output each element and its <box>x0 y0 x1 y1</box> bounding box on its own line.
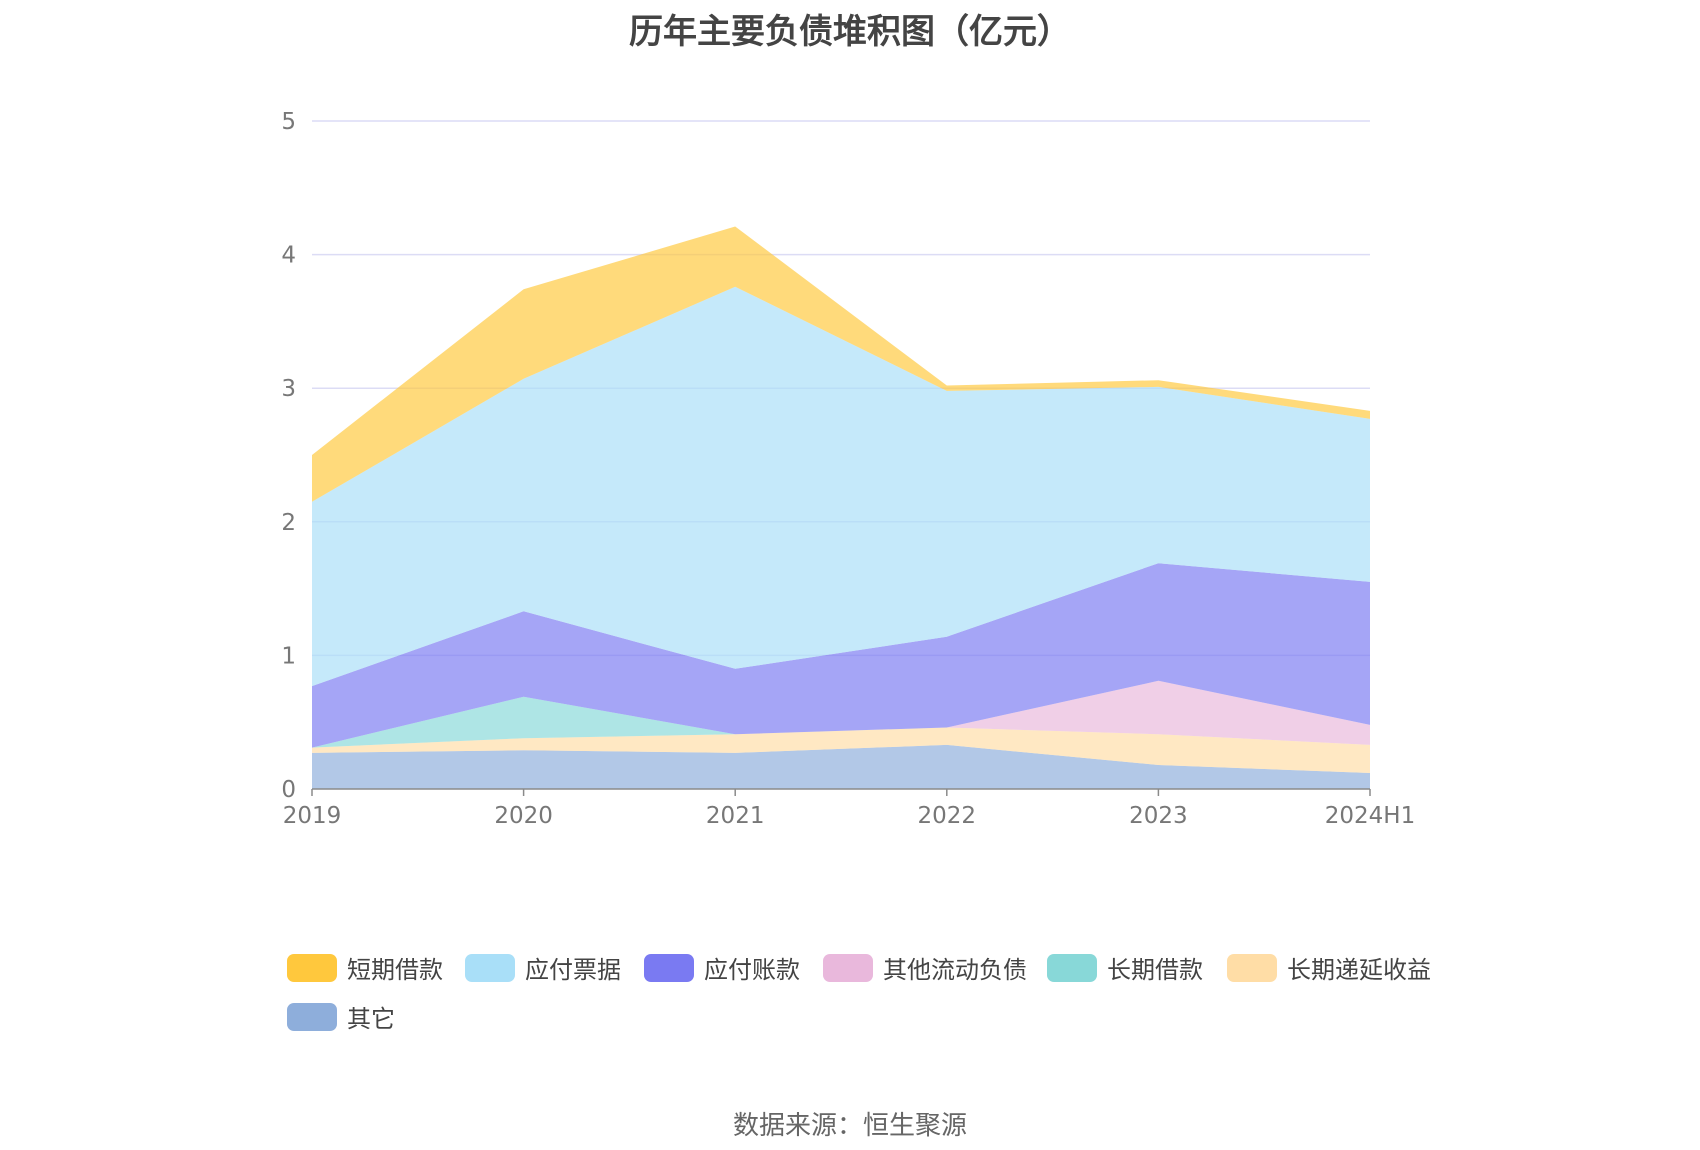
source-note: 数据来源：恒生聚源 <box>732 1111 967 1141</box>
y-tick-label: 4 <box>281 243 296 269</box>
legend-swatch <box>1047 953 1097 982</box>
area-series-6 <box>312 226 1370 502</box>
legend-item[interactable]: 短期借款 <box>287 950 443 985</box>
x-tick-label: 2022 <box>918 803 977 829</box>
legend-swatch <box>465 953 515 982</box>
x-tick-label: 2024H1 <box>1325 803 1415 829</box>
legend-label: 短期借款 <box>347 956 443 984</box>
y-tick-label: 5 <box>281 109 296 135</box>
y-tick-label: 0 <box>281 777 296 803</box>
x-tick-label: 2021 <box>706 803 765 829</box>
legend-swatch <box>287 953 337 982</box>
stacked-areas <box>312 226 1370 789</box>
y-tick-label: 1 <box>281 643 296 669</box>
y-tick-label: 2 <box>281 510 296 536</box>
legend-label: 长期借款 <box>1107 956 1203 984</box>
x-tick-label: 2023 <box>1129 803 1188 829</box>
area-series-2 <box>312 696 1370 748</box>
legend-item[interactable]: 应付票据 <box>465 950 621 985</box>
legend-item[interactable]: 应付账款 <box>644 950 800 985</box>
legend-item[interactable]: 长期借款 <box>1047 950 1203 985</box>
legend-swatch <box>1227 953 1277 982</box>
legend-label: 其它 <box>347 1005 395 1033</box>
area-series-3 <box>312 680 1370 748</box>
x-tick-label: 2019 <box>283 803 342 829</box>
axes: 0 1 2 3 4 5 2019 2020 2021 2022 2023 2024H1 <box>281 109 1415 829</box>
area-series-1 <box>312 727 1370 773</box>
legend-label: 长期递延收益 <box>1287 956 1431 984</box>
legend-label: 应付账款 <box>704 956 800 984</box>
area-series-4 <box>312 563 1370 748</box>
y-tick-label: 3 <box>281 376 296 402</box>
legend-item[interactable]: 其他流动负债 <box>823 950 1027 985</box>
legend-label: 应付票据 <box>525 956 621 984</box>
legend-swatch <box>287 1002 337 1031</box>
x-tick-label: 2020 <box>494 803 553 829</box>
area-series-5 <box>312 286 1370 687</box>
legend-item[interactable]: 其它 <box>287 999 395 1034</box>
legend-label: 其他流动负债 <box>883 956 1027 984</box>
legend-swatch <box>644 953 694 982</box>
chart-title: 历年主要负债堆积图（亿元） <box>629 12 1071 52</box>
legend-item[interactable]: 长期递延收益 <box>1227 950 1431 985</box>
legend-swatch <box>823 953 873 982</box>
area-series-0 <box>312 744 1370 789</box>
